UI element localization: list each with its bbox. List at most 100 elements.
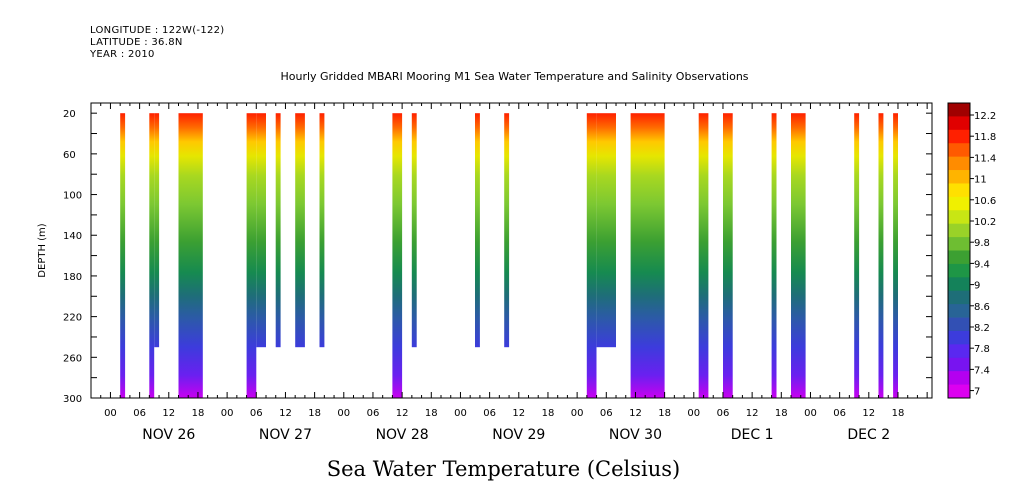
- x-tick-label: 18: [542, 408, 555, 419]
- data-column-2: [154, 113, 160, 348]
- colorbar-swatch: [948, 183, 970, 198]
- data-column-6: [275, 113, 281, 348]
- chart-title: Hourly Gridded MBARI Mooring M1 Sea Wate…: [280, 70, 748, 83]
- colorbar-swatch: [948, 250, 970, 265]
- colorbar-swatch: [948, 116, 970, 131]
- colorbar-swatch: [948, 129, 970, 144]
- x-tick-label: 12: [629, 408, 642, 419]
- colorbar-swatch: [948, 210, 970, 225]
- colorbar-swatch: [948, 103, 970, 117]
- data-column-22: [893, 113, 898, 398]
- colorbar-label: 7.8: [974, 344, 990, 355]
- x-tick-label: 06: [133, 408, 146, 419]
- data-column-14: [596, 113, 616, 348]
- data-column-13: [586, 113, 597, 398]
- x-tick-label: 18: [425, 408, 438, 419]
- x-day-label: NOV 29: [492, 427, 545, 443]
- colorbar-frame: [947, 102, 971, 399]
- colorbar-label: 9.8: [974, 238, 990, 249]
- colorbar-label: 10.6: [974, 196, 996, 207]
- data-column-21: [878, 113, 884, 398]
- x-tick-label: 18: [775, 408, 788, 419]
- x-tick-label: 06: [250, 408, 263, 419]
- colorbar-swatch: [948, 156, 970, 171]
- y-tick-label: 20: [63, 109, 76, 120]
- x-tick-label: 00: [104, 408, 117, 419]
- y-tick-label: 60: [63, 150, 76, 161]
- colorbar-swatch: [948, 384, 970, 399]
- x-tick-label: 06: [367, 408, 380, 419]
- y-axis-label: DEPTH (m): [37, 223, 48, 277]
- x-day-label: DEC 1: [731, 427, 774, 443]
- colorbar-label: 12.2: [974, 111, 996, 122]
- data-column-10: [411, 113, 417, 348]
- plot-frame: [90, 102, 933, 399]
- x-tick-label: 00: [804, 408, 817, 419]
- y-tick-label: 180: [63, 272, 82, 283]
- x-day-label: NOV 26: [142, 427, 195, 443]
- x-tick-label: 12: [746, 408, 759, 419]
- x-tick-label: 00: [337, 408, 350, 419]
- colorbar-swatch: [948, 344, 970, 359]
- data-column-11: [475, 113, 480, 348]
- data-column-9: [392, 113, 403, 398]
- x-day-label: DEC 2: [847, 427, 890, 443]
- colorbar-label: 9: [974, 281, 980, 292]
- colorbar-swatch: [948, 277, 970, 292]
- colorbar-label: 11.4: [974, 153, 996, 164]
- x-tick-label: 00: [221, 408, 234, 419]
- data-column-3: [178, 113, 203, 398]
- colorbar-swatch: [948, 330, 970, 345]
- colorbar-swatch: [948, 170, 970, 184]
- x-tick-label: 12: [396, 408, 409, 419]
- x-tick-label: 06: [833, 408, 846, 419]
- x-day-label: NOV 28: [376, 427, 429, 443]
- x-tick-label: 06: [600, 408, 613, 419]
- data-column-4: [246, 113, 257, 398]
- data-column-15: [630, 113, 665, 398]
- data-column-0: [120, 113, 126, 398]
- colorbar-label: 9.4: [974, 259, 990, 270]
- x-tick-label: 12: [162, 408, 175, 419]
- data-column-8: [319, 113, 325, 348]
- longitude-text: LONGITUDE : 122W(-122): [90, 25, 225, 36]
- colorbar-swatch: [948, 357, 970, 372]
- colorbar-swatch: [948, 263, 970, 278]
- data-column-5: [256, 113, 266, 348]
- x-axis-title: Sea Water Temperature (Celsius): [327, 457, 681, 481]
- x-tick-label: 18: [192, 408, 205, 419]
- y-tick-label: 220: [63, 313, 82, 324]
- y-tick-label: 260: [63, 353, 82, 364]
- colorbar-swatch: [948, 223, 970, 238]
- year-text: YEAR : 2010: [90, 49, 155, 60]
- data-column-12: [504, 113, 510, 348]
- y-tick-label: 140: [63, 231, 82, 242]
- metadata-block: LONGITUDE : 122W(-122) LATITUDE : 36.8N …: [90, 25, 225, 61]
- latitude-text: LATITUDE : 36.8N: [90, 37, 183, 48]
- colorbar-swatch: [948, 317, 970, 332]
- x-tick-label: 12: [512, 408, 525, 419]
- x-tick-label: 12: [279, 408, 292, 419]
- x-day-label: NOV 30: [609, 427, 662, 443]
- data-column-16: [698, 113, 709, 398]
- data-column-18: [771, 113, 777, 398]
- colorbar-label: 7: [974, 387, 980, 398]
- colorbar-swatch: [948, 290, 970, 305]
- x-tick-label: 00: [687, 408, 700, 419]
- x-day-label: NOV 27: [259, 427, 312, 443]
- data-column-1: [149, 113, 155, 398]
- x-tick-label: 00: [454, 408, 467, 419]
- data-column-19: [791, 113, 806, 398]
- colorbar-swatch: [948, 196, 970, 211]
- data-column-17: [723, 113, 733, 398]
- y-tick-label: 300: [63, 394, 82, 405]
- x-tick-label: 06: [483, 408, 496, 419]
- colorbar-label: 8.2: [974, 323, 990, 334]
- colorbar-label: 11.8: [974, 132, 996, 143]
- colorbar-label: 11: [974, 175, 987, 186]
- x-tick-label: 18: [892, 408, 905, 419]
- data-column-20: [854, 113, 860, 398]
- colorbar-label: 10.2: [974, 217, 996, 228]
- x-tick-label: 00: [571, 408, 584, 419]
